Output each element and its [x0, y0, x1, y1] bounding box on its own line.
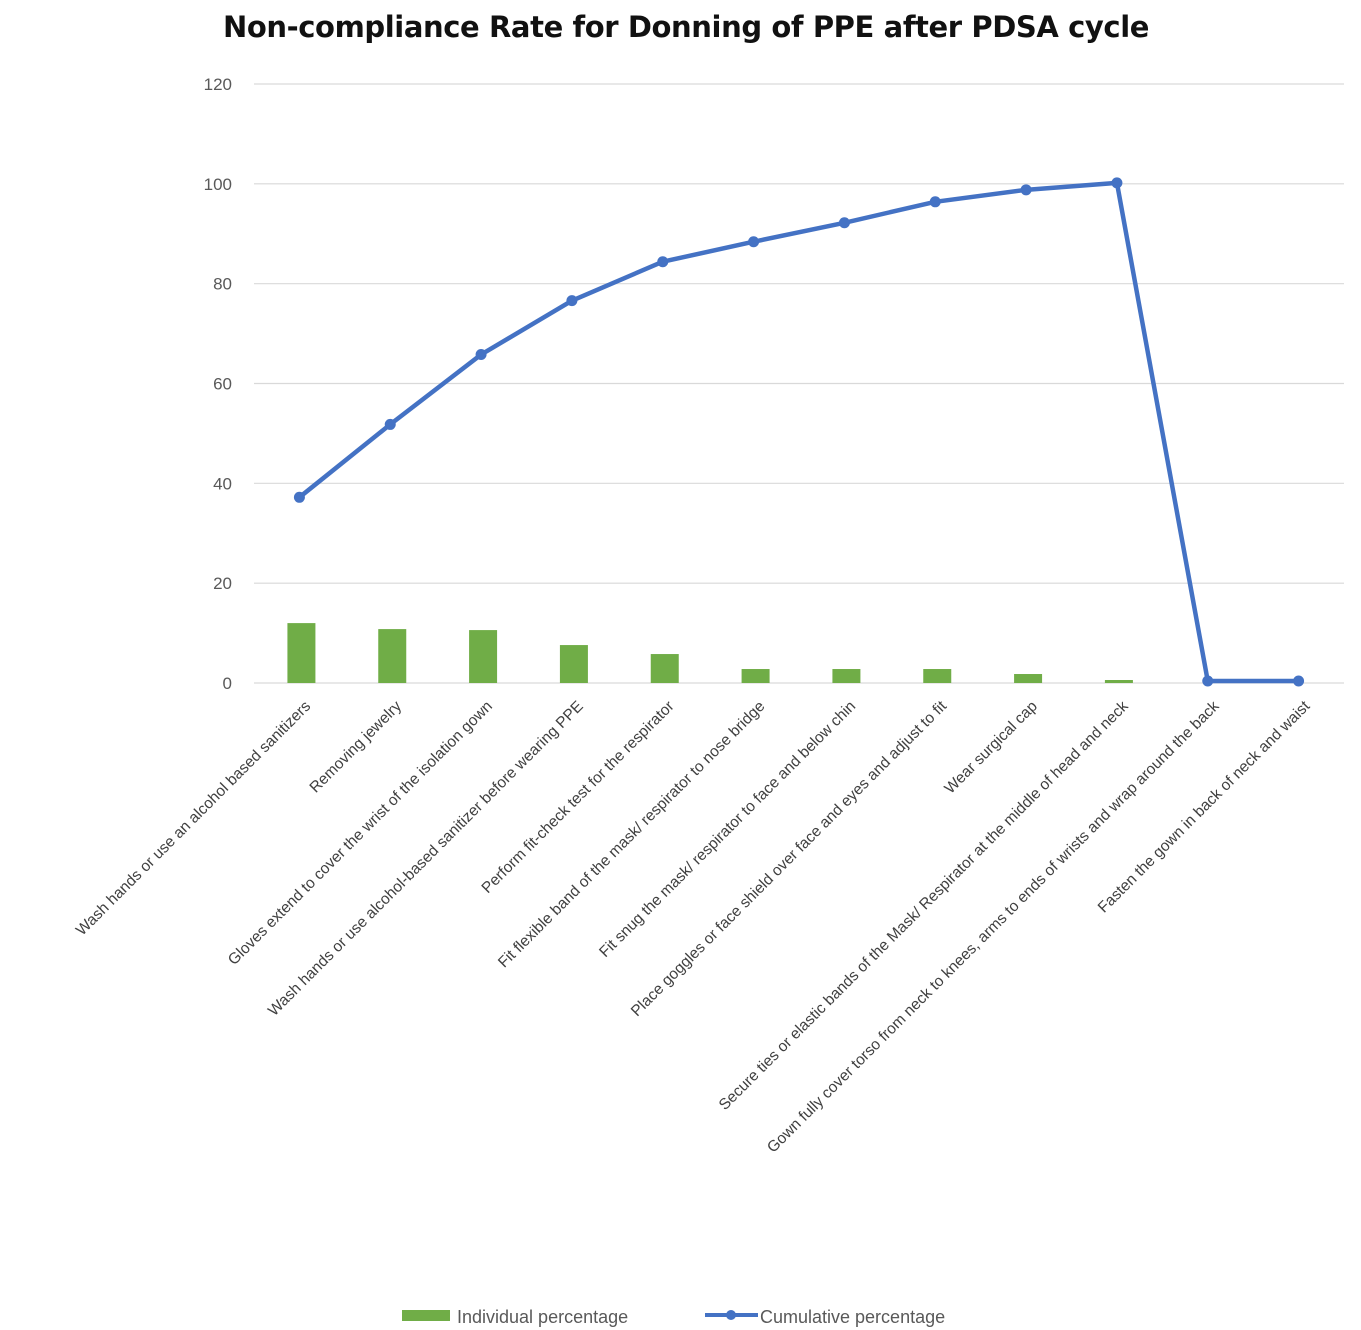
bar-individual-percentage [469, 630, 498, 683]
y-tick-label: 0 [223, 674, 232, 693]
y-tick-label: 120 [204, 75, 232, 94]
cumulative-percentage-point [475, 349, 487, 361]
bar-individual-percentage [378, 629, 407, 683]
y-tick-label: 100 [204, 175, 232, 194]
x-category-label: Secure ties or elastic bands of the Mask… [716, 698, 1132, 1114]
cumulative-percentage-point [1202, 675, 1214, 687]
legend-marker-cumulative [726, 1310, 736, 1320]
x-category-label: Place goggles or face shield over face a… [628, 697, 951, 1020]
bar-individual-percentage [832, 669, 861, 683]
x-category-label: Gown fully cover torso from neck to knee… [764, 698, 1223, 1157]
bar-individual-percentage [923, 669, 952, 683]
bar-individual-percentage [1014, 674, 1043, 683]
legend: Individual percentage Cumulative percenta… [402, 1307, 945, 1327]
x-category-label: Wash hands or use alcohol-based sanitize… [265, 698, 587, 1020]
cumulative-percentage-line [298, 180, 1299, 684]
cumulative-percentage-point [384, 418, 396, 430]
bar-individual-percentage [650, 654, 679, 683]
y-axis-tick-labels: 0 20 40 60 80 100 120 [204, 75, 232, 693]
x-category-label: Wear surgical cap [941, 698, 1041, 798]
cumulative-percentage-point [929, 196, 941, 208]
cumulative-percentage-point [1293, 675, 1305, 687]
bar-individual-percentage [741, 669, 770, 683]
gridlines [254, 83, 1344, 684]
legend-label-cumulative: Cumulative percentage [760, 1307, 945, 1327]
bar-individual-percentage [559, 645, 588, 683]
cumulative-percentage-point [293, 491, 305, 503]
x-category-label: Perform fit-check test for the respirato… [479, 698, 678, 897]
legend-swatch-individual [402, 1310, 450, 1321]
cumulative-percentage-point [838, 217, 850, 229]
x-category-label: Removing jewelry [307, 698, 406, 797]
cumulative-percentage-point [566, 295, 578, 307]
chart-title: Non-compliance Rate for Donning of PPE a… [222, 10, 1150, 44]
y-tick-label: 80 [213, 275, 232, 294]
y-tick-label: 20 [213, 574, 232, 593]
bar-individual-percentage [287, 623, 316, 683]
y-tick-label: 60 [213, 375, 232, 394]
cumulative-percentage-point [1111, 177, 1123, 189]
legend-label-individual: Individual percentage [457, 1307, 628, 1327]
cumulative-percentage-point [748, 236, 760, 248]
x-axis-category-labels: Wash hands or use an alcohol based sanit… [73, 697, 1314, 1156]
x-category-label: Fasten the gown in back of neck and wais… [1095, 697, 1314, 916]
cumulative-percentage-point [657, 256, 669, 268]
line-series-cumulative-percentage [293, 177, 1305, 687]
bar-series-individual-percentage [287, 623, 1133, 683]
y-tick-label: 40 [213, 474, 232, 493]
bar-individual-percentage [1104, 680, 1133, 683]
cumulative-percentage-point [1020, 184, 1032, 196]
